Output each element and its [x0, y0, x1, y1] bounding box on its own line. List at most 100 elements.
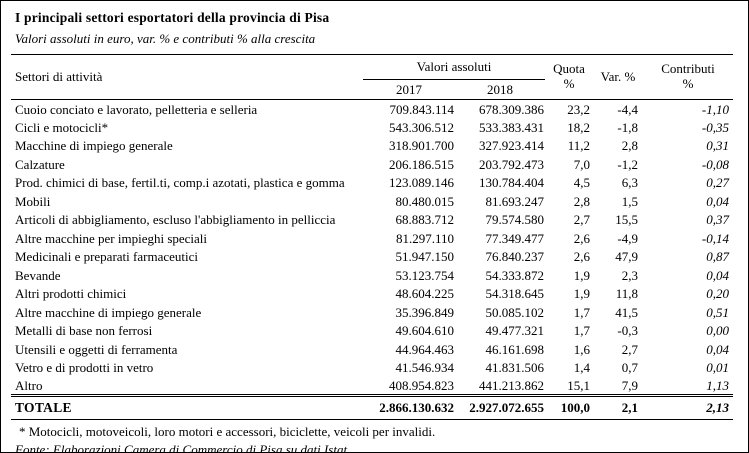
total-var: 2,1 — [593, 394, 643, 420]
value-2018: 81.693.247 — [485, 193, 545, 209]
value-2018: 130.784.404 — [479, 175, 544, 191]
table-row: Cicli e motocicli* 543.306.512 533.383.4… — [11, 118, 733, 137]
sector-name: Cicli e motocicli* — [15, 119, 109, 135]
footnote-asterisk: * Motocicli, motoveicoli, loro motori e … — [19, 424, 436, 439]
table-footer: TOTALE 2.866.130.632 2.927.072.655 100,0… — [11, 394, 733, 420]
sector-name: Altri prodotti chimici — [15, 286, 127, 302]
table-row: Metalli di base non ferrosi 49.604.610 4… — [11, 322, 733, 341]
var-percent: 41,5 — [615, 304, 638, 320]
quota-percent: 2,8 — [573, 193, 590, 209]
var-percent: 1,5 — [621, 193, 638, 209]
quota-percent: 1,7 — [573, 304, 590, 320]
value-2017: 709.843.114 — [389, 101, 454, 117]
header-quota: Quota % — [545, 54, 593, 100]
table-row: Altro 408.954.823 441.213.862 15,1 7,9 1… — [11, 377, 733, 396]
value-2018: 533.383.431 — [479, 119, 544, 135]
value-2018: 50.085.102 — [485, 304, 545, 320]
sector-name: Macchine di impiego generale — [15, 138, 173, 154]
total-label: TOTALE — [11, 394, 363, 420]
header-var: Var. % — [593, 54, 643, 100]
var-percent: 2,3 — [621, 267, 638, 283]
var-percent: -4,9 — [617, 230, 638, 246]
contrib-percent: 0,31 — [706, 138, 729, 154]
value-2017: 80.480.015 — [395, 193, 455, 209]
table-row: Medicinali e preparati farmaceutici 51.9… — [11, 248, 733, 267]
header-valori-assoluti: Valori assoluti — [363, 54, 545, 80]
quota-percent: 1,7 — [573, 323, 590, 339]
total-row: TOTALE 2.866.130.632 2.927.072.655 100,0… — [11, 394, 733, 420]
header-year-2018: 2018 — [455, 79, 545, 100]
quota-percent: 18,2 — [567, 119, 590, 135]
value-2017: 35.396.849 — [395, 304, 455, 320]
value-2018: 441.213.862 — [479, 378, 544, 393]
sector-name: Bevande — [15, 267, 61, 283]
var-percent: -0,3 — [617, 323, 638, 339]
contrib-percent: 0,04 — [706, 341, 729, 357]
value-2017: 123.089.146 — [389, 175, 454, 191]
value-2017: 41.546.934 — [395, 360, 455, 376]
header-contributi-line2: % — [682, 76, 694, 91]
value-2017: 318.901.700 — [389, 138, 454, 154]
var-percent: 2,8 — [621, 138, 638, 154]
contrib-percent: 0,04 — [706, 267, 729, 283]
value-2018: 46.161.698 — [485, 341, 545, 357]
quota-percent: 11,2 — [567, 138, 590, 154]
sector-name: Utensili e oggetti di ferramenta — [15, 341, 178, 357]
sector-name: Altre macchine di impiego generale — [15, 304, 202, 320]
value-2018: 79.574.580 — [485, 212, 545, 228]
value-2018: 203.792.473 — [479, 156, 544, 172]
contrib-percent: -1,10 — [701, 101, 729, 117]
table-row: Articoli di abbigliamento, escluso l'abb… — [11, 211, 733, 230]
table-row: Bevande 53.123.754 54.333.872 1,9 2,3 0,… — [11, 266, 733, 285]
value-2018: 327.923.414 — [479, 138, 544, 154]
value-2017: 44.964.463 — [395, 341, 455, 357]
total-2017: 2.866.130.632 — [363, 394, 455, 420]
contrib-percent: 0,51 — [706, 304, 729, 320]
table-row: Cuoio conciato e lavorato, pelletteria e… — [11, 100, 733, 119]
table-body: Cuoio conciato e lavorato, pelletteria e… — [11, 100, 733, 396]
sector-name: Medicinali e preparati farmaceutici — [15, 249, 198, 265]
quota-percent: 2,6 — [573, 249, 590, 265]
var-percent: 15,5 — [615, 212, 638, 228]
header-quota-line1: Quota — [553, 61, 585, 77]
var-percent: 47,9 — [615, 249, 638, 265]
value-2018: 54.318.645 — [485, 286, 545, 302]
contrib-percent: -0,35 — [701, 119, 729, 135]
quota-percent: 7,0 — [573, 156, 590, 172]
value-2018: 76.840.237 — [485, 249, 545, 265]
var-percent: -4,4 — [617, 101, 638, 117]
quota-percent: 23,2 — [567, 101, 590, 117]
var-percent: 11,8 — [615, 286, 638, 302]
table-row: Altre macchine di impiego generale 35.39… — [11, 303, 733, 322]
value-2017: 81.297.110 — [395, 230, 454, 246]
total-2018: 2.927.072.655 — [455, 394, 545, 420]
value-2018: 49.477.321 — [485, 323, 545, 339]
value-2017: 48.604.225 — [395, 286, 455, 302]
sector-name: Cuoio conciato e lavorato, pelletteria e… — [15, 101, 258, 117]
var-percent: -1,2 — [617, 156, 638, 172]
var-percent: 6,3 — [621, 175, 638, 191]
header-quota-line2: % — [563, 76, 575, 91]
table-row: Altre macchine per impieghi speciali 81.… — [11, 229, 733, 248]
contrib-percent: 0,20 — [706, 286, 729, 302]
table-row: Prod. chimici di base, fertil.ti, comp.i… — [11, 174, 733, 193]
quota-percent: 15,1 — [567, 378, 590, 393]
value-2017: 53.123.754 — [395, 267, 455, 283]
var-percent: 0,7 — [621, 360, 638, 376]
contrib-percent: -0,14 — [701, 230, 729, 246]
sector-name: Altre macchine per impieghi speciali — [15, 230, 208, 246]
var-percent: 7,9 — [621, 378, 638, 393]
value-2017: 408.954.823 — [389, 378, 454, 393]
header-year-2017: 2017 — [363, 79, 455, 100]
sector-name: Mobili — [15, 193, 51, 209]
contrib-percent: 0,04 — [706, 193, 729, 209]
value-2017: 49.604.610 — [395, 323, 455, 339]
contrib-percent: 0,27 — [706, 175, 729, 191]
sector-name: Calzature — [15, 156, 65, 172]
export-sectors-table: Settori di attività Valori assoluti Quot… — [11, 54, 733, 420]
quota-percent: 2,6 — [573, 230, 590, 246]
page-subtitle: Valori assoluti in euro, var. % e contri… — [15, 31, 316, 46]
table-header: Settori di attività Valori assoluti Quot… — [11, 54, 733, 100]
table-row: Calzature 206.186.515 203.792.473 7,0 -1… — [11, 155, 733, 174]
